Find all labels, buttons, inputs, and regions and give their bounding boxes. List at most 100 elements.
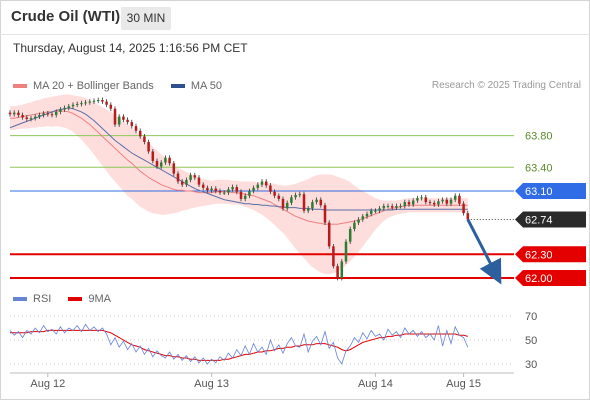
- candle: [348, 226, 352, 245]
- candle: [80, 100, 83, 107]
- candle-body: [273, 191, 276, 196]
- interval-button[interactable]: 30 MIN: [121, 7, 171, 30]
- candle: [432, 200, 436, 207]
- price-tags-layer: 63.80 63.40 63.10 62.30 62.00 62.74: [515, 131, 586, 287]
- rsi-legend: RSI 9MA: [13, 293, 111, 305]
- candle: [84, 100, 87, 106]
- candle: [71, 102, 75, 109]
- candle-body: [315, 199, 318, 203]
- candle-body: [101, 100, 104, 102]
- candle-body: [449, 199, 453, 204]
- candle: [67, 103, 71, 111]
- candle: [445, 197, 449, 207]
- candle: [222, 190, 226, 195]
- candle-body: [155, 160, 159, 167]
- candle: [407, 199, 411, 207]
- bollinger-band: [10, 94, 468, 275]
- candle: [130, 119, 134, 129]
- candle: [164, 155, 167, 165]
- candle-body: [218, 191, 222, 193]
- candle: [399, 203, 402, 209]
- candle: [21, 112, 24, 120]
- candle-body: [138, 130, 142, 137]
- candle: [462, 201, 465, 216]
- candle-body: [348, 228, 352, 242]
- candle: [420, 194, 423, 201]
- candle-body: [256, 184, 260, 188]
- legend-label-ma20: MA 20 + Bollinger Bands: [33, 80, 154, 92]
- legend-label-rsi: RSI: [33, 293, 52, 305]
- candle-body: [29, 118, 33, 120]
- candle-body: [105, 101, 108, 105]
- candle-body: [46, 113, 50, 115]
- level-label-63.40: 63.40: [525, 162, 553, 174]
- candle: [256, 182, 260, 191]
- candle-body: [130, 122, 134, 127]
- candle-body: [227, 189, 230, 193]
- research-credit: Research © 2025 Trading Central: [431, 80, 581, 91]
- candle-body: [319, 199, 323, 206]
- last-price-tag: 62.74: [515, 211, 586, 228]
- ma20-swatch-icon: [13, 84, 27, 89]
- candle-body: [357, 219, 360, 223]
- time-tick-label: Aug 12: [30, 378, 65, 390]
- ma50-swatch-icon: [170, 84, 185, 89]
- candle-body: [243, 195, 247, 199]
- candle-body: [458, 195, 461, 204]
- candle: [416, 195, 419, 203]
- rsi-ma-swatch-icon: [68, 297, 83, 302]
- ma20-line: [10, 110, 468, 225]
- candle-body: [361, 216, 365, 220]
- candle: [50, 111, 54, 118]
- candle-body: [269, 185, 272, 192]
- candle: [252, 185, 255, 194]
- candle-body: [298, 194, 302, 196]
- rsi-tick-label: 70: [525, 311, 537, 323]
- candle: [54, 109, 58, 118]
- candle: [306, 206, 310, 214]
- candle: [336, 263, 339, 281]
- rsi-swatch-icon: [13, 297, 27, 302]
- last-price-tag-bg: [515, 211, 586, 228]
- candle-body: [407, 202, 411, 205]
- candle-body: [159, 162, 163, 167]
- candle-body: [38, 115, 41, 117]
- candle: [315, 197, 318, 205]
- candle-body: [59, 109, 62, 112]
- candle-body: [382, 206, 386, 209]
- candle: [298, 191, 302, 198]
- candle: [172, 160, 176, 176]
- candle-body: [88, 101, 92, 103]
- candle-body: [176, 173, 180, 182]
- candle-body: [172, 163, 176, 174]
- candle: [147, 139, 150, 154]
- candle: [59, 107, 62, 115]
- pivot-tag: 63.10: [515, 183, 586, 199]
- candle-body: [151, 151, 155, 161]
- support-tag-62.30: 62.30: [515, 246, 586, 263]
- candle: [369, 208, 373, 217]
- timestamp: Thursday, August 14, 2025 1:16:56 PM CET: [13, 41, 248, 55]
- candle: [210, 186, 213, 193]
- candle: [458, 193, 461, 207]
- candle-body: [445, 199, 449, 204]
- candle: [96, 97, 100, 104]
- candle-body: [466, 213, 470, 220]
- candle-body: [33, 116, 37, 119]
- forecast-layer: [466, 218, 502, 285]
- candle-body: [147, 141, 150, 152]
- candle-body: [378, 208, 381, 211]
- candle-body: [113, 108, 117, 125]
- candle-body: [399, 206, 402, 208]
- candle-body: [424, 197, 428, 203]
- rsi-ma-line: [10, 329, 468, 361]
- candle-body: [390, 206, 394, 208]
- header-divider: [0, 34, 590, 35]
- candle: [151, 149, 155, 164]
- rsi-tick-label: 30: [525, 359, 537, 371]
- candle: [428, 199, 432, 206]
- candle-body: [180, 181, 184, 185]
- candle-body: [117, 116, 121, 125]
- instrument-title: Crude Oil (WTI): [11, 8, 121, 25]
